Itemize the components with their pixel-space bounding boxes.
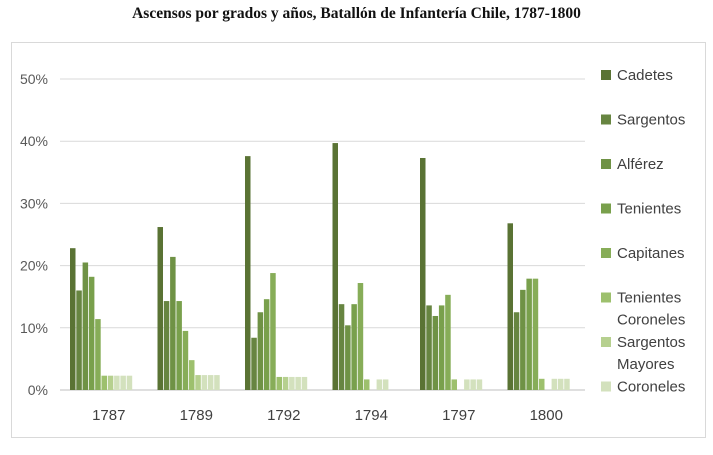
bar	[532, 278, 539, 390]
legend-label: Coroneles	[617, 379, 685, 396]
bar	[163, 301, 170, 390]
y-axis-tick-labels: 0% 10% 20% 30% 40% 50%	[20, 71, 48, 398]
bar	[176, 301, 182, 390]
legend-swatch	[601, 381, 611, 392]
bar	[251, 337, 257, 390]
bar	[157, 227, 163, 390]
bar	[114, 375, 120, 390]
gridlines	[60, 78, 585, 391]
bar	[107, 375, 114, 390]
bar	[420, 157, 426, 390]
bar	[470, 379, 476, 390]
bar	[557, 378, 564, 390]
x-tick-label: 1800	[530, 407, 563, 424]
bar	[539, 378, 545, 390]
bar	[364, 379, 370, 390]
bar	[564, 378, 570, 390]
bar	[214, 375, 220, 390]
y-tick-label: 20%	[20, 258, 48, 274]
y-tick-label: 50%	[20, 71, 48, 87]
y-tick-label: 40%	[20, 133, 48, 149]
legend-label: Cadetes	[617, 67, 673, 84]
legend-swatch	[601, 248, 611, 258]
bar	[257, 312, 264, 390]
chart-title: Ascensos por grados y años, Batallón de …	[132, 5, 581, 22]
bar	[438, 305, 445, 390]
legend-swatch	[601, 114, 611, 125]
bar	[338, 304, 345, 390]
bar	[76, 290, 82, 390]
bar	[295, 376, 301, 390]
bar	[513, 312, 520, 390]
bar	[376, 379, 383, 390]
bar	[207, 375, 214, 390]
bar	[426, 305, 432, 390]
bar	[445, 294, 451, 390]
bar	[88, 276, 95, 390]
x-tick-label: 1797	[442, 407, 475, 424]
bar	[276, 376, 282, 390]
bar	[507, 223, 513, 390]
bar	[332, 143, 338, 390]
legend: Cadetes Sargentos Alférez Tenientes Capitane…	[601, 67, 685, 396]
bar	[282, 376, 289, 390]
legend-swatch	[601, 337, 611, 347]
bar	[195, 375, 201, 390]
bar	[189, 360, 195, 390]
x-tick-label: 1787	[92, 407, 125, 424]
bar	[382, 379, 389, 390]
bars	[70, 143, 570, 390]
legend-label: Sargentos Mayores	[617, 334, 685, 373]
bar	[95, 319, 101, 390]
legend-swatch	[601, 203, 611, 214]
bar	[120, 375, 126, 390]
bar	[270, 273, 276, 390]
bar	[301, 376, 308, 390]
bar	[263, 299, 270, 390]
bar	[245, 156, 251, 390]
bar	[70, 248, 76, 390]
x-tick-label: 1789	[180, 407, 213, 424]
x-axis-tick-labels: 1787 1789 1792 1794 1797 1800	[92, 407, 563, 424]
bar	[82, 262, 89, 390]
bar	[357, 283, 364, 390]
legend-swatch	[601, 292, 611, 303]
y-tick-label: 30%	[20, 195, 48, 211]
bar	[526, 278, 532, 390]
legend-label: Sargentos	[617, 112, 685, 129]
x-tick-label: 1794	[355, 407, 388, 424]
y-tick-label: 10%	[20, 320, 48, 336]
bar	[201, 375, 208, 390]
bar	[289, 376, 295, 390]
bar	[170, 256, 176, 390]
bar	[351, 304, 357, 390]
bar	[551, 378, 558, 390]
bar	[126, 375, 133, 390]
legend-label: Alférez	[617, 156, 664, 173]
legend-swatch	[601, 70, 611, 80]
bar	[464, 379, 470, 390]
bar	[432, 315, 439, 390]
bar	[476, 379, 483, 390]
legend-label: Capitanes	[617, 245, 685, 262]
legend-label: Tenientes	[617, 201, 681, 218]
legend-label: Tenientes Coroneles	[617, 290, 685, 329]
bar	[451, 379, 457, 390]
bar	[345, 325, 351, 390]
bar	[182, 330, 189, 390]
y-tick-label: 0%	[28, 382, 48, 398]
bar	[101, 375, 107, 390]
x-tick-label: 1792	[267, 407, 300, 424]
bar	[520, 289, 526, 390]
legend-swatch	[601, 159, 611, 169]
